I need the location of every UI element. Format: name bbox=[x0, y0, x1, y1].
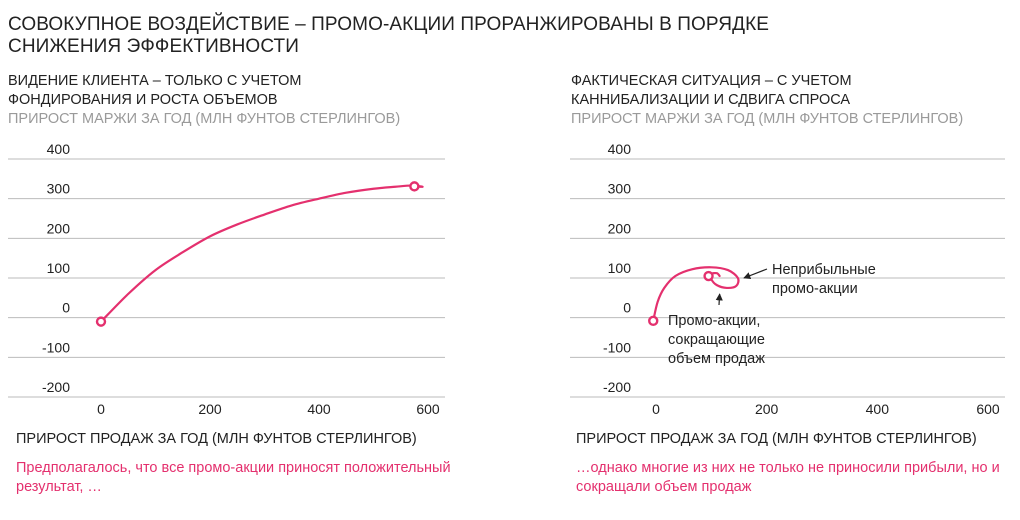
y-tick-label: 100 bbox=[47, 260, 71, 276]
x-tick-label: 200 bbox=[198, 401, 222, 417]
x-tick-label: 400 bbox=[866, 401, 890, 417]
y-tick-label: -200 bbox=[42, 379, 70, 395]
annotation-text: Промо-акции, сокращающие объем продаж bbox=[668, 313, 765, 367]
right-chart: 400 300 200 100 0 -100 -200 0 200 400 600 Неприбыль… bbox=[570, 141, 1005, 417]
left-panel-title: ВИДЕНИЕ КЛИЕНТА – ТОЛЬКО С УЧЕТОМ ФОНДИР… bbox=[8, 73, 302, 108]
y-tick-label: 300 bbox=[608, 181, 632, 197]
page-title: СОВОКУПНОЕ ВОЗДЕЙСТВИЕ – ПРОМО-АКЦИИ ПРО… bbox=[8, 14, 770, 57]
annotation-text: Неприбыльные промо-акции bbox=[772, 262, 876, 297]
y-tick-label: -200 bbox=[603, 379, 631, 395]
series-line bbox=[99, 184, 424, 323]
y-tick-label: -100 bbox=[603, 339, 631, 355]
left-caption: Предполагалось, что все промо-акции прин… bbox=[16, 460, 451, 495]
x-tick-label: 400 bbox=[307, 401, 331, 417]
right-panel-title: ФАКТИЧЕСКАЯ СИТУАЦИЯ – С УЧЕТОМ КАННИБАЛ… bbox=[571, 73, 852, 108]
left-y-axis-label: ПРИРОСТ МАРЖИ ЗА ГОД (МЛН ФУНТОВ СТЕРЛИН… bbox=[8, 111, 401, 127]
y-tick-label: 400 bbox=[608, 141, 632, 157]
right-caption: …однако многие из них не только не прино… bbox=[576, 460, 1000, 495]
y-tick-label: 200 bbox=[608, 220, 632, 236]
left-chart: 400 300 200 100 0 -100 -200 0 200 400 600 bbox=[8, 141, 445, 417]
annotation-arrow bbox=[715, 293, 723, 306]
endpoint-marker-end bbox=[703, 270, 714, 282]
annotation-arrow bbox=[743, 268, 768, 280]
x-tick-label: 600 bbox=[976, 401, 1000, 417]
x-tick-label: 200 bbox=[755, 401, 779, 417]
endpoint-marker-end bbox=[409, 181, 420, 192]
x-tick-label: 0 bbox=[97, 401, 105, 417]
x-tick-label: 0 bbox=[652, 401, 660, 417]
left-x-axis-label: ПРИРОСТ ПРОДАЖ ЗА ГОД (МЛН ФУНТОВ СТЕРЛИ… bbox=[16, 431, 417, 447]
endpoint-marker-start bbox=[648, 315, 659, 327]
right-y-axis-label: ПРИРОСТ МАРЖИ ЗА ГОД (МЛН ФУНТОВ СТЕРЛИН… bbox=[571, 111, 964, 127]
x-tick-label: 600 bbox=[416, 401, 440, 417]
endpoint-marker-start bbox=[95, 316, 107, 327]
right-x-axis-label: ПРИРОСТ ПРОДАЖ ЗА ГОД (МЛН ФУНТОВ СТЕРЛИ… bbox=[576, 431, 977, 447]
y-tick-label: 0 bbox=[623, 300, 631, 316]
y-tick-label: 200 bbox=[47, 220, 71, 236]
y-tick-label: 300 bbox=[47, 181, 71, 197]
y-tick-label: -100 bbox=[42, 339, 70, 355]
y-tick-label: 0 bbox=[62, 300, 70, 316]
y-tick-label: 400 bbox=[47, 141, 71, 157]
y-tick-label: 100 bbox=[608, 260, 632, 276]
